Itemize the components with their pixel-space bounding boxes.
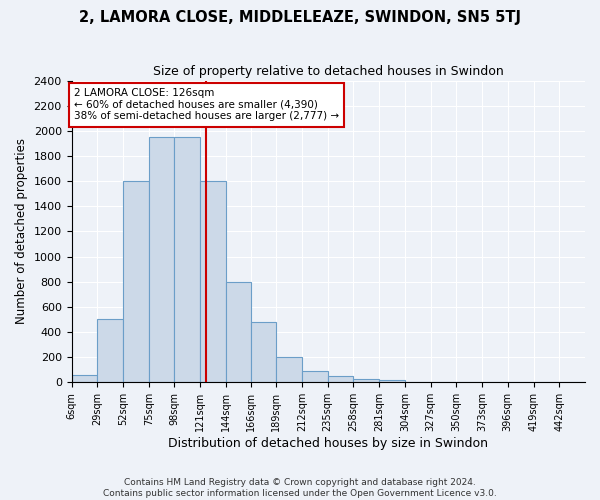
Bar (97, 320, 123, 382)
Bar (149, 137, 175, 382)
Bar (175, 137, 200, 382)
Bar (71, 375, 97, 382)
Y-axis label: Number of detached properties: Number of detached properties (15, 138, 28, 324)
Text: 2, LAMORA CLOSE, MIDDLELEAZE, SWINDON, SN5 5TJ: 2, LAMORA CLOSE, MIDDLELEAZE, SWINDON, S… (79, 10, 521, 25)
Bar (123, 181, 149, 382)
Text: 2 LAMORA CLOSE: 126sqm
← 60% of detached houses are smaller (4,390)
38% of semi-: 2 LAMORA CLOSE: 126sqm ← 60% of detached… (74, 88, 339, 122)
Bar (251, 322, 276, 382)
Bar (302, 371, 328, 382)
Bar (353, 378, 379, 382)
Text: Contains HM Land Registry data © Crown copyright and database right 2024.
Contai: Contains HM Land Registry data © Crown c… (103, 478, 497, 498)
Bar (276, 357, 302, 382)
Bar (379, 380, 405, 382)
Title: Size of property relative to detached houses in Swindon: Size of property relative to detached ho… (153, 65, 503, 78)
Bar (200, 181, 226, 382)
Bar (226, 282, 251, 382)
X-axis label: Distribution of detached houses by size in Swindon: Distribution of detached houses by size … (168, 437, 488, 450)
Bar (328, 376, 353, 382)
